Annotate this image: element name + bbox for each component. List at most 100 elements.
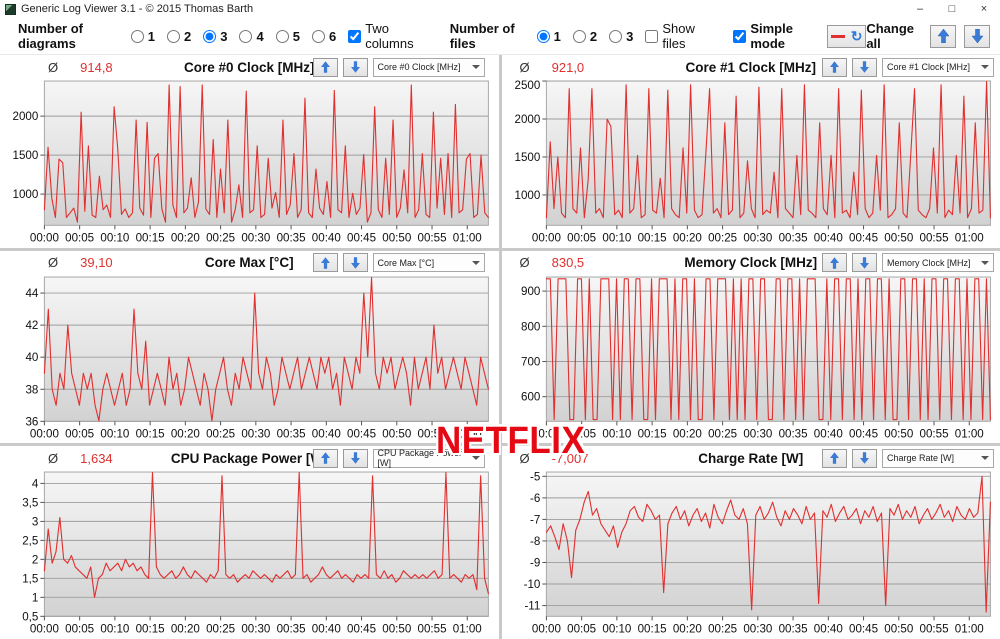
svg-text:00:15: 00:15: [637, 623, 666, 636]
signal-down-button[interactable]: [342, 253, 368, 273]
diagram-count-radio-2[interactable]: [167, 29, 181, 43]
svg-text:00:45: 00:45: [347, 427, 376, 440]
signal-down-button[interactable]: [852, 57, 877, 77]
change-all-down-button[interactable]: [964, 24, 990, 48]
average-value: 1,634: [80, 450, 113, 466]
signal-select-dropdown[interactable]: Core #0 Clock [MHz]: [372, 57, 485, 77]
change-all-up-button[interactable]: [930, 24, 957, 48]
chevron-down-icon: [471, 65, 480, 69]
svg-text:00:45: 00:45: [849, 427, 878, 440]
file-count-option-3[interactable]: 3: [609, 29, 633, 44]
signal-up-button[interactable]: [312, 57, 338, 77]
svg-text:40: 40: [25, 351, 38, 364]
signal-down-button[interactable]: [852, 253, 877, 273]
two-columns-checkbox[interactable]: Two columns: [348, 21, 424, 51]
svg-text:0,5: 0,5: [22, 611, 38, 624]
signal-down-button[interactable]: [342, 448, 368, 468]
signal-up-button[interactable]: [312, 253, 338, 273]
up-arrow-icon: [937, 29, 949, 43]
svg-text:01:00: 01:00: [453, 623, 483, 636]
chart-core-max-temp: 36 38 40 42 44 00:00 00:05 00:10 00:15 00:20 00:25…: [25, 276, 489, 440]
svg-text:00:40: 00:40: [813, 232, 843, 245]
svg-text:00:55: 00:55: [919, 427, 948, 440]
svg-text:00:45: 00:45: [347, 623, 376, 636]
signal-select-dropdown[interactable]: Charge Rate [W]: [882, 448, 994, 468]
panel-header: Core #0 Clock [MHz] Ø 914,8 Core #0 Cloc…: [0, 55, 499, 79]
simple-mode-input[interactable]: [733, 29, 747, 43]
maximize-icon[interactable]: □: [948, 3, 956, 15]
diagram-count-option-6[interactable]: 6: [311, 29, 336, 44]
up-arrow-icon: [830, 452, 839, 465]
svg-text:00:20: 00:20: [171, 427, 201, 440]
line-color-sample-icon: [830, 34, 845, 38]
down-arrow-icon: [860, 61, 869, 73]
change-all-label: Change all: [866, 21, 914, 51]
svg-text:00:25: 00:25: [708, 623, 737, 636]
svg-text:42: 42: [25, 319, 38, 332]
two-columns-input[interactable]: [348, 29, 362, 43]
signal-up-button[interactable]: [312, 448, 338, 468]
diagram-count-radio-1[interactable]: [130, 29, 144, 43]
file-count-option-1[interactable]: 1: [536, 29, 561, 44]
close-icon[interactable]: ×: [980, 3, 988, 15]
up-arrow-icon: [830, 61, 839, 73]
file-count-radio-2[interactable]: [572, 29, 586, 43]
diagram-count-radio-6[interactable]: [311, 29, 325, 43]
svg-text:00:15: 00:15: [136, 232, 165, 245]
svg-text:3,5: 3,5: [22, 497, 38, 510]
signal-select-dropdown[interactable]: Core #1 Clock [MHz]: [882, 57, 994, 77]
signal-select-dropdown[interactable]: CPU Package Power [W]: [372, 448, 485, 468]
minimize-icon[interactable]: –: [916, 3, 924, 15]
show-files-input[interactable]: [645, 29, 659, 43]
simple-mode-checkbox[interactable]: Simple mode: [733, 21, 813, 51]
chart-core0-clock: 1000 1500 2000 00:00 00:05 00:10 00:15 00:20 00:…: [13, 80, 489, 245]
svg-text:600: 600: [521, 390, 541, 403]
svg-text:00:10: 00:10: [100, 623, 130, 636]
signal-up-button[interactable]: [822, 253, 847, 273]
chevron-down-icon: [471, 456, 480, 461]
chart-title: Memory Clock [MHz]: [684, 255, 818, 271]
file-count-radio-3[interactable]: [609, 29, 623, 43]
svg-text:00:00: 00:00: [531, 427, 561, 440]
diagram-count-option-4[interactable]: 4: [239, 29, 264, 44]
average-value: 921,0: [551, 59, 585, 75]
svg-text:00:35: 00:35: [778, 232, 807, 245]
panel-memory-clock: Memory Clock [MHz] Ø 830,5 Memory Clock …: [501, 250, 1000, 444]
up-arrow-icon: [320, 452, 330, 465]
svg-text:00:10: 00:10: [100, 427, 130, 440]
signal-down-button[interactable]: [852, 448, 877, 468]
chart-title: Core Max [°C]: [204, 255, 294, 271]
panel-charge-rate: Charge Rate [W] Ø -7,007 Charge Rate [W]…: [501, 446, 1000, 639]
file-count-radio-1[interactable]: [536, 29, 550, 43]
window-controls: – □ ×: [904, 0, 1000, 18]
svg-text:00:45: 00:45: [347, 232, 376, 245]
svg-text:00:30: 00:30: [241, 427, 271, 440]
line-color-refresh-button[interactable]: ↻: [826, 24, 867, 48]
svg-text:-5: -5: [530, 471, 540, 484]
signal-up-button[interactable]: [822, 57, 847, 77]
diagram-count-option-3[interactable]: 3: [203, 29, 227, 44]
diagram-count-radio-5[interactable]: [275, 29, 289, 43]
svg-text:00:40: 00:40: [813, 623, 843, 636]
panel-core-max-temp: Core Max [°C] Ø 39,10 Core Max [°C] 36 38…: [0, 250, 499, 444]
svg-text:-9: -9: [530, 557, 540, 570]
svg-text:38: 38: [25, 383, 38, 396]
svg-text:-8: -8: [530, 535, 540, 548]
chart-charge-rate: -5 -6 -7 -8 -9 -10 -11 00:00 00:05 00:10 00:15 00:2…: [523, 471, 991, 636]
diagram-count-radio-3[interactable]: [203, 29, 217, 43]
svg-text:700: 700: [521, 355, 541, 368]
svg-text:00:10: 00:10: [602, 427, 632, 440]
svg-text:00:25: 00:25: [206, 427, 235, 440]
signal-down-button[interactable]: [342, 57, 368, 77]
diagram-count-radio-4[interactable]: [239, 29, 253, 43]
show-files-checkbox[interactable]: Show files: [645, 21, 707, 51]
signal-select-dropdown[interactable]: Core Max [°C]: [372, 253, 485, 273]
chart-grid: Core #0 Clock [MHz] Ø 914,8 Core #0 Cloc…: [0, 55, 1000, 639]
diagram-count-option-5[interactable]: 5: [275, 29, 300, 44]
diagram-count-option-2[interactable]: 2: [167, 29, 191, 44]
diagram-count-option-1[interactable]: 1: [130, 29, 155, 44]
signal-select-dropdown[interactable]: Memory Clock [MHz]: [882, 253, 994, 273]
signal-up-button[interactable]: [822, 448, 847, 468]
svg-text:00:55: 00:55: [418, 623, 447, 636]
file-count-option-2[interactable]: 2: [572, 29, 597, 44]
